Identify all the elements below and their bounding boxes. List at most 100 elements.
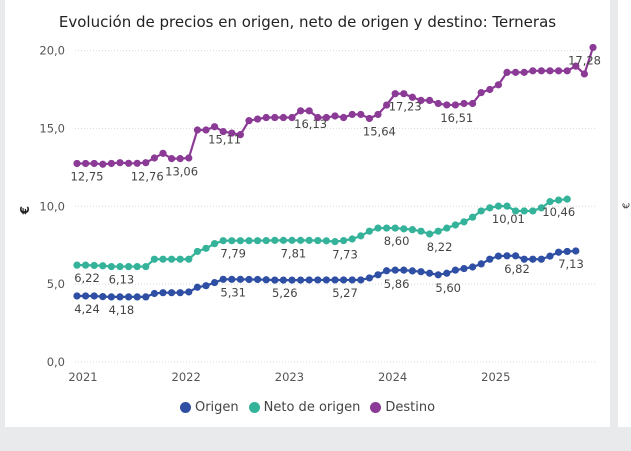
data-point <box>159 289 167 297</box>
data-point <box>297 276 305 284</box>
data-point <box>99 262 107 270</box>
data-point <box>469 263 477 271</box>
data-point <box>176 289 184 297</box>
data-point <box>133 159 141 167</box>
data-point <box>563 195 571 203</box>
data-label: 15,64 <box>363 124 396 138</box>
data-point <box>331 238 339 246</box>
data-point <box>572 247 580 255</box>
data-point <box>408 267 416 275</box>
adjacent-panel-edge: € <box>618 0 631 427</box>
legend-label: Neto de origen <box>263 400 361 415</box>
data-point <box>365 227 373 235</box>
data-point <box>236 131 244 139</box>
data-point <box>434 99 442 108</box>
data-point <box>357 276 365 284</box>
data-point <box>322 113 330 122</box>
data-point <box>99 160 107 168</box>
data-point <box>271 276 279 284</box>
data-label: 6,13 <box>109 273 135 287</box>
data-point <box>469 213 477 221</box>
data-point <box>537 67 546 75</box>
data-point <box>477 89 485 97</box>
data-point <box>322 237 330 245</box>
data-point <box>279 276 287 284</box>
data-point <box>520 207 528 215</box>
legend-dot-icon <box>248 402 260 413</box>
data-point <box>529 207 537 215</box>
data-point <box>563 67 571 75</box>
data-point <box>116 293 124 301</box>
data-point <box>73 159 81 168</box>
data-point <box>383 224 391 232</box>
data-point <box>219 127 227 136</box>
data-point <box>520 255 528 263</box>
data-point <box>288 113 296 122</box>
data-point <box>211 278 219 287</box>
data-point <box>546 198 554 206</box>
data-point <box>503 252 511 260</box>
y-tick-label: 10,0 <box>39 199 65 213</box>
data-point <box>228 237 236 245</box>
data-point <box>262 113 270 122</box>
legend-item-destino[interactable]: Destino <box>370 400 435 415</box>
data-point <box>451 221 459 229</box>
data-point <box>529 255 537 263</box>
data-point <box>374 224 382 232</box>
data-point <box>417 96 425 104</box>
data-point <box>279 113 287 122</box>
data-label: 12,75 <box>71 169 104 183</box>
data-label: 6,22 <box>74 271 100 285</box>
data-point <box>451 266 459 274</box>
data-point <box>512 252 520 260</box>
data-label: 13,06 <box>165 165 198 179</box>
data-point <box>245 237 253 245</box>
data-point <box>340 113 348 122</box>
legend-item-neto-de-origen[interactable]: Neto de origen <box>248 400 361 415</box>
data-point <box>383 267 391 275</box>
data-point <box>340 236 348 245</box>
data-point <box>116 262 124 271</box>
data-point <box>107 293 115 301</box>
data-point <box>211 240 219 248</box>
data-point <box>193 126 201 134</box>
data-point <box>408 226 416 234</box>
data-point <box>391 224 399 232</box>
data-point <box>168 155 176 163</box>
data-point <box>314 276 322 284</box>
data-point <box>236 237 244 245</box>
chart-legend: Origen Neto de origen Destino <box>5 400 610 415</box>
data-label: 5,86 <box>384 277 410 291</box>
data-point <box>417 268 425 276</box>
data-point <box>168 255 176 263</box>
data-label: 17,28 <box>568 53 601 67</box>
data-label: 5,26 <box>272 286 298 300</box>
legend-label: Origen <box>194 400 239 415</box>
data-label: 5,27 <box>332 286 358 300</box>
data-label: 4,18 <box>109 303 135 317</box>
data-point <box>176 255 184 263</box>
data-point <box>580 70 589 78</box>
data-point <box>185 255 193 263</box>
data-point <box>297 236 305 244</box>
data-label: 8,60 <box>384 234 410 248</box>
data-point <box>443 269 451 277</box>
data-point <box>219 275 227 283</box>
y-tick-label: 15,0 <box>39 121 65 135</box>
data-point <box>107 159 115 168</box>
data-point <box>288 276 296 284</box>
data-point <box>271 236 279 244</box>
data-label: 10,01 <box>492 212 525 226</box>
data-point <box>107 262 115 271</box>
data-point <box>305 107 313 115</box>
legend-item-origen[interactable]: Origen <box>179 400 239 415</box>
data-point <box>383 101 391 109</box>
data-label: 17,23 <box>389 100 422 114</box>
data-point <box>133 262 141 271</box>
data-point <box>572 62 580 70</box>
data-point <box>555 248 563 256</box>
data-point <box>426 96 434 104</box>
data-point <box>400 90 408 98</box>
data-point <box>159 255 167 263</box>
data-point <box>451 101 459 109</box>
